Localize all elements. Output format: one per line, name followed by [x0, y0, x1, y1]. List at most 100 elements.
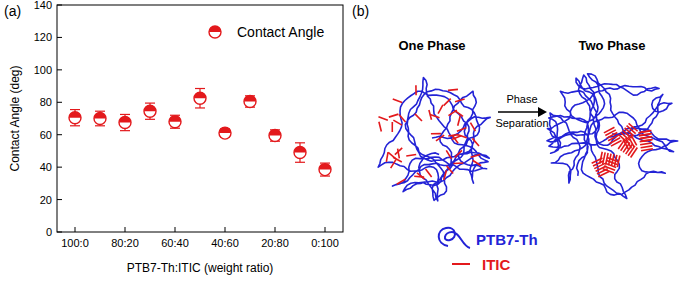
acceptor-molecule [611, 154, 613, 166]
acceptor-molecule [457, 128, 466, 132]
x-tick [75, 227, 76, 232]
point [319, 164, 331, 176]
marker-outline [169, 116, 181, 128]
error-bar [145, 103, 155, 119]
panel-label: (b) [352, 3, 369, 19]
marker-fill [219, 127, 231, 133]
marker-outline [219, 127, 231, 139]
acceptor-molecule [603, 152, 605, 164]
error-cap [120, 114, 130, 115]
acceptor-molecule [623, 142, 630, 152]
marker-outline [269, 130, 281, 142]
acceptor-molecule [431, 133, 441, 135]
acceptor-molecule [614, 155, 616, 167]
acceptor-molecule [470, 123, 475, 132]
state-label: Two Phase [579, 38, 646, 53]
acceptor-molecule [426, 169, 432, 177]
marker-fill [144, 105, 156, 111]
polymer-chain [547, 74, 678, 199]
y-tick [57, 232, 62, 233]
state-label: One Phase [398, 38, 465, 53]
acceptor-molecule [378, 117, 387, 120]
legend-acceptor-icon [452, 263, 470, 265]
y-tick-label: 0 [46, 226, 52, 238]
acceptor-molecule [606, 153, 608, 165]
acceptor-molecule [640, 136, 652, 138]
error-bar [245, 96, 255, 107]
marker-fill [194, 92, 206, 98]
legend-label: ITIC [482, 256, 510, 273]
plot-frame [57, 5, 343, 232]
acceptor-molecule [438, 105, 443, 114]
arrow-shaft [498, 111, 538, 112]
error-bar [295, 143, 305, 162]
error-cap [295, 142, 305, 143]
acceptor-molecule [389, 114, 399, 117]
point [244, 95, 256, 107]
y-tick [57, 167, 62, 168]
marker-fill [119, 117, 131, 123]
error-cap [70, 109, 80, 110]
polymer-chain [378, 78, 490, 201]
marker-outline [244, 95, 256, 107]
legend-label: PTB7-Th [476, 231, 538, 248]
error-cap [195, 107, 205, 108]
x-tick [175, 227, 176, 232]
y-tick [57, 37, 62, 38]
acceptor-molecule [627, 126, 636, 134]
marker-fill [319, 164, 331, 170]
marker-outline [319, 164, 331, 176]
marker-fill [169, 116, 181, 122]
acceptor-molecule [618, 139, 625, 149]
acceptor-molecule [472, 138, 479, 146]
x-tick [325, 227, 326, 232]
error-cap [195, 88, 205, 89]
error-bar [195, 89, 205, 108]
acceptor-molecule [444, 170, 447, 180]
acceptor-molecule [628, 146, 635, 156]
acceptor-molecule [447, 166, 454, 174]
acceptor-molecule [453, 162, 463, 164]
point [169, 116, 181, 128]
legend-chain-icon [439, 228, 470, 248]
x-tick-label: 0:100 [311, 237, 339, 249]
acceptor-molecule [641, 146, 653, 148]
arrow [498, 107, 547, 117]
acceptor-molecule [471, 155, 481, 158]
error-bar [320, 163, 330, 176]
acceptor-molecule [446, 150, 451, 159]
marker-outline [69, 112, 81, 124]
arrow-label: Separation [495, 117, 548, 129]
acceptor-molecule [391, 122, 393, 132]
acceptor-molecule [414, 175, 424, 178]
point [69, 112, 81, 124]
error-cap [295, 162, 305, 163]
morphology [547, 74, 678, 199]
x-tick-label: 60:40 [161, 237, 189, 249]
x-tick [225, 227, 226, 232]
acceptor-molecule [455, 150, 462, 157]
acceptor-molecule [386, 152, 388, 162]
acceptor-molecule [379, 122, 381, 132]
point [294, 147, 306, 159]
y-tick [57, 69, 62, 70]
y-tick [57, 199, 62, 200]
acceptor-molecule [640, 143, 652, 145]
point [144, 105, 156, 117]
error-cap [145, 102, 155, 103]
acceptor-molecule [398, 149, 400, 159]
acceptor-molecule [415, 114, 422, 121]
acceptor-molecule [609, 154, 611, 166]
error-bar [120, 114, 130, 130]
marker-outline [294, 147, 306, 159]
y-tick-label: 100 [34, 64, 52, 76]
marker-fill [94, 113, 106, 119]
error-bar [270, 130, 280, 141]
acceptor-molecule [429, 110, 432, 120]
y-tick-label: 80 [40, 96, 52, 108]
legend-marker [209, 26, 221, 38]
marker-fill [294, 147, 306, 153]
acceptor-molecule [391, 160, 396, 168]
error-cap [95, 111, 105, 112]
error-cap [145, 119, 155, 120]
